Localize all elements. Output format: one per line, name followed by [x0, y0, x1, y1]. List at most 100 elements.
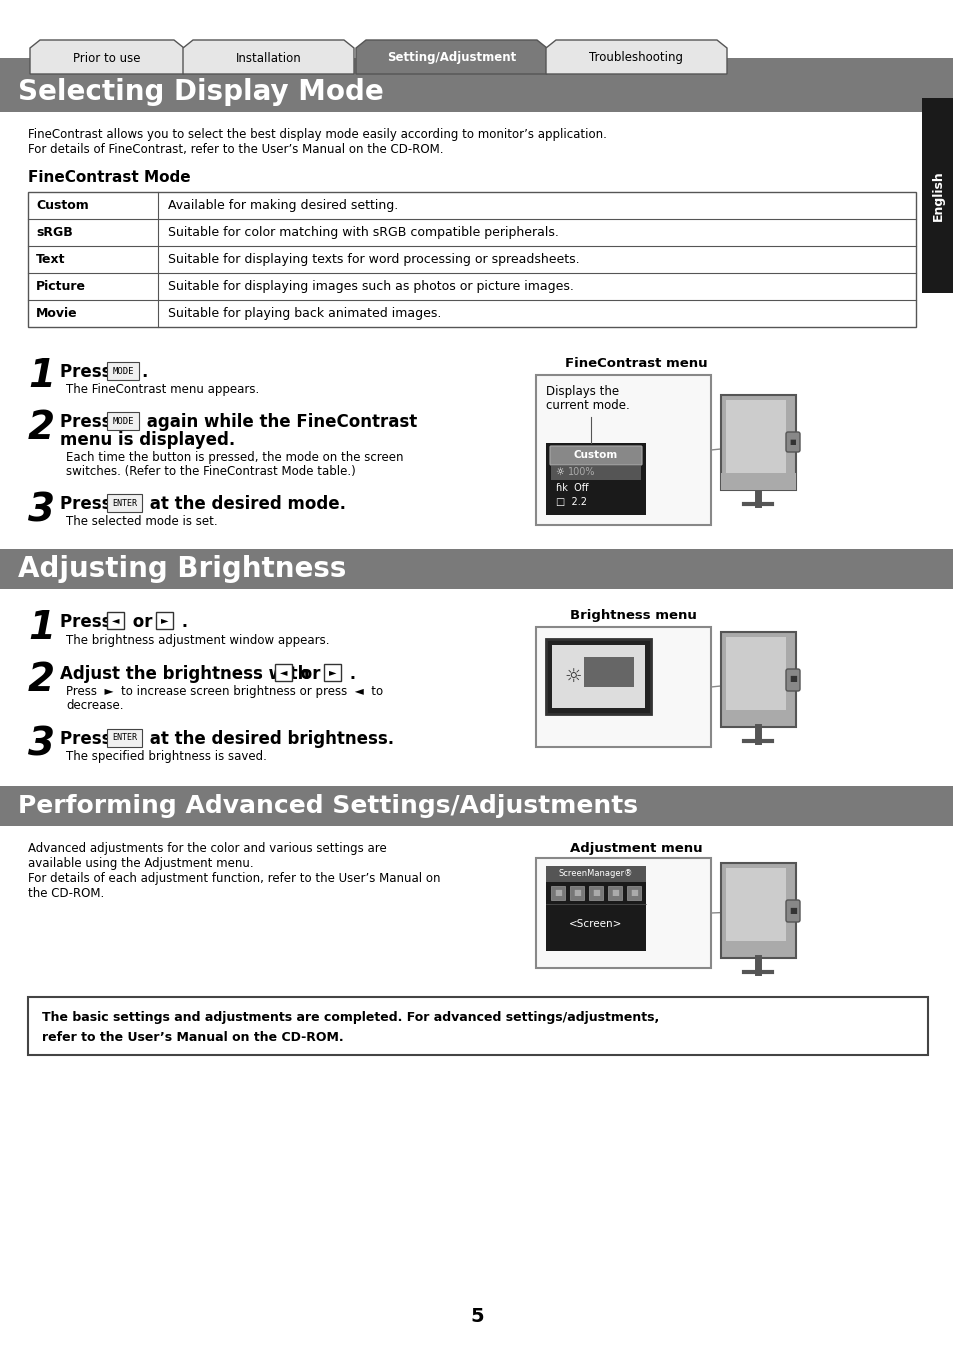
Text: at the desired brightness.: at the desired brightness.	[144, 730, 394, 748]
Bar	[552, 645, 644, 707]
FancyBboxPatch shape	[550, 446, 641, 464]
Text: Picture: Picture	[36, 279, 86, 293]
Text: Custom: Custom	[574, 450, 618, 460]
Bar	[274, 664, 292, 680]
Text: <Screen>: <Screen>	[569, 919, 622, 929]
Text: Setting/Adjustment: Setting/Adjustment	[387, 51, 516, 65]
Text: or: or	[294, 666, 326, 683]
Text: 3: 3	[28, 491, 55, 529]
Bar	[107, 412, 139, 431]
Text: Press: Press	[60, 413, 117, 431]
Text: English: English	[930, 170, 943, 221]
Text: Selecting Display Mode: Selecting Display Mode	[18, 78, 383, 107]
Text: 2: 2	[28, 409, 55, 447]
Text: available using the Adjustment menu.: available using the Adjustment menu.	[28, 857, 253, 869]
Text: Troubleshooting: Troubleshooting	[589, 51, 682, 65]
Text: Adjusting Brightness: Adjusting Brightness	[18, 555, 346, 583]
Bar	[0, 72, 953, 112]
Text: Press: Press	[60, 363, 117, 381]
Bar	[545, 639, 650, 714]
Bar	[725, 637, 785, 710]
Text: FineContrast allows you to select the best display mode easily according to moni: FineContrast allows you to select the be…	[28, 128, 606, 140]
Text: For details of FineContrast, refer to the User’s Manual on the CD-ROM.: For details of FineContrast, refer to th…	[28, 143, 443, 157]
Bar	[536, 626, 710, 747]
Text: ɦk  Off: ɦk Off	[556, 483, 588, 493]
Text: .: .	[141, 363, 147, 381]
Bar	[324, 664, 340, 680]
Text: MODE: MODE	[112, 366, 133, 375]
Text: Press: Press	[60, 495, 117, 513]
Text: Prior to use: Prior to use	[73, 51, 141, 65]
Text: Suitable for displaying images such as photos or picture images.: Suitable for displaying images such as p…	[168, 279, 574, 293]
Text: ☼: ☼	[556, 467, 571, 477]
Text: The specified brightness is saved.: The specified brightness is saved.	[66, 751, 267, 763]
Polygon shape	[355, 40, 546, 74]
FancyBboxPatch shape	[785, 900, 800, 922]
Bar	[28, 998, 927, 1054]
Bar	[28, 192, 915, 327]
Text: Press: Press	[60, 613, 117, 630]
Text: ■: ■	[788, 675, 796, 683]
Bar	[0, 549, 953, 589]
Text: refer to the User’s Manual on the CD-ROM.: refer to the User’s Manual on the CD-ROM…	[42, 1031, 343, 1044]
Text: ScreenManager®: ScreenManager®	[558, 869, 633, 879]
Polygon shape	[183, 40, 354, 74]
Text: Suitable for displaying texts for word processing or spreadsheets.: Suitable for displaying texts for word p…	[168, 252, 579, 266]
Text: □  2.2: □ 2.2	[556, 497, 586, 508]
Text: Custom: Custom	[36, 198, 89, 212]
Text: The FineContrast menu appears.: The FineContrast menu appears.	[66, 383, 259, 396]
Text: ■: ■	[611, 888, 618, 898]
Text: Installation: Installation	[235, 51, 301, 65]
Bar	[551, 886, 564, 900]
Text: Available for making desired setting.: Available for making desired setting.	[168, 198, 397, 212]
Text: 100%: 100%	[585, 664, 632, 679]
Text: Movie: Movie	[36, 306, 77, 320]
Text: the CD-ROM.: the CD-ROM.	[28, 887, 104, 900]
Bar	[588, 886, 602, 900]
Bar	[0, 786, 953, 826]
Text: Adjustment menu: Adjustment menu	[569, 842, 702, 855]
Bar	[720, 396, 795, 490]
Polygon shape	[545, 40, 726, 74]
Bar	[545, 443, 645, 514]
Text: For details of each adjustment function, refer to the User’s Manual on: For details of each adjustment function,…	[28, 872, 440, 886]
Text: FineContrast menu: FineContrast menu	[564, 356, 707, 370]
Text: Press: Press	[60, 730, 117, 748]
Bar	[0, 58, 953, 108]
Text: Displays the: Displays the	[545, 385, 618, 398]
Text: ENTER: ENTER	[112, 498, 137, 508]
Bar	[156, 612, 172, 629]
Bar	[607, 886, 621, 900]
Text: ◄: ◄	[279, 667, 287, 678]
Text: or: or	[127, 613, 158, 630]
Bar	[583, 657, 634, 687]
Text: FineContrast Mode: FineContrast Mode	[28, 170, 191, 185]
Bar	[725, 400, 785, 472]
Bar	[725, 868, 785, 941]
Bar	[720, 863, 795, 958]
Text: at the desired mode.: at the desired mode.	[144, 495, 346, 513]
Text: ☼: ☼	[563, 667, 581, 686]
Bar	[720, 632, 795, 728]
Text: again while the FineContrast: again while the FineContrast	[141, 413, 416, 431]
Text: Text: Text	[36, 252, 66, 266]
Text: ■: ■	[629, 888, 638, 898]
Text: 5: 5	[470, 1307, 483, 1326]
Text: MODE: MODE	[112, 417, 133, 425]
Text: 1: 1	[28, 609, 55, 647]
Text: ■: ■	[788, 906, 796, 914]
Text: The brightness adjustment window appears.: The brightness adjustment window appears…	[66, 634, 329, 647]
Text: ►: ►	[329, 667, 335, 678]
Text: Suitable for playing back animated images.: Suitable for playing back animated image…	[168, 306, 441, 320]
Bar	[720, 472, 795, 490]
Bar	[536, 859, 710, 968]
FancyBboxPatch shape	[785, 670, 800, 691]
Text: ►: ►	[161, 616, 168, 625]
Bar	[107, 612, 124, 629]
Text: Brightness menu: Brightness menu	[569, 609, 696, 622]
Text: .: .	[175, 613, 188, 630]
Bar	[569, 886, 583, 900]
Text: ■: ■	[554, 888, 561, 898]
Bar	[545, 865, 645, 882]
Bar	[536, 375, 710, 525]
